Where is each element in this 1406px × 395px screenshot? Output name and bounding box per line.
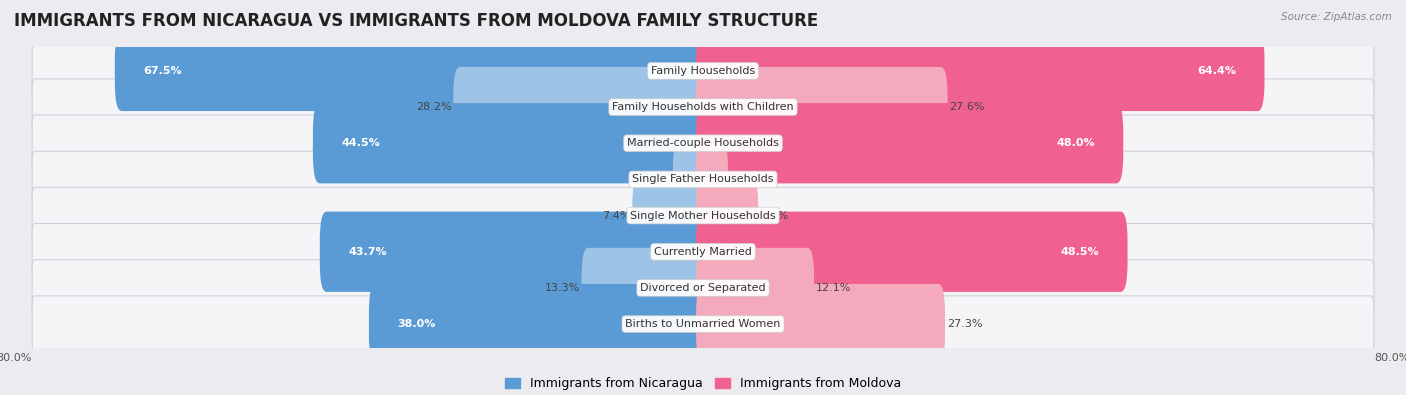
Legend: Immigrants from Nicaragua, Immigrants from Moldova: Immigrants from Nicaragua, Immigrants fr…: [499, 372, 907, 395]
FancyBboxPatch shape: [32, 115, 1374, 171]
Text: Single Father Households: Single Father Households: [633, 175, 773, 184]
Text: 48.5%: 48.5%: [1060, 247, 1099, 257]
FancyBboxPatch shape: [32, 296, 1374, 352]
FancyBboxPatch shape: [696, 139, 728, 220]
Text: Divorced or Separated: Divorced or Separated: [640, 283, 766, 293]
FancyBboxPatch shape: [32, 187, 1374, 244]
Text: Married-couple Households: Married-couple Households: [627, 138, 779, 148]
Text: 2.7%: 2.7%: [643, 175, 671, 184]
Text: 48.0%: 48.0%: [1056, 138, 1095, 148]
FancyBboxPatch shape: [32, 79, 1374, 135]
FancyBboxPatch shape: [696, 175, 758, 256]
Text: Currently Married: Currently Married: [654, 247, 752, 257]
FancyBboxPatch shape: [696, 67, 948, 147]
FancyBboxPatch shape: [32, 43, 1374, 99]
Text: 27.3%: 27.3%: [946, 319, 983, 329]
Text: 5.6%: 5.6%: [759, 211, 789, 220]
Text: 27.6%: 27.6%: [949, 102, 984, 112]
Text: Births to Unmarried Women: Births to Unmarried Women: [626, 319, 780, 329]
FancyBboxPatch shape: [696, 248, 814, 328]
FancyBboxPatch shape: [314, 103, 710, 183]
FancyBboxPatch shape: [633, 175, 710, 256]
Text: 12.1%: 12.1%: [815, 283, 851, 293]
FancyBboxPatch shape: [32, 224, 1374, 280]
Text: 44.5%: 44.5%: [342, 138, 380, 148]
Text: 43.7%: 43.7%: [349, 247, 387, 257]
Text: 64.4%: 64.4%: [1197, 66, 1236, 76]
Text: 38.0%: 38.0%: [398, 319, 436, 329]
FancyBboxPatch shape: [673, 139, 710, 220]
Text: 7.4%: 7.4%: [602, 211, 631, 220]
Text: Single Mother Households: Single Mother Households: [630, 211, 776, 220]
FancyBboxPatch shape: [115, 31, 710, 111]
Text: Family Households with Children: Family Households with Children: [612, 102, 794, 112]
FancyBboxPatch shape: [696, 212, 1128, 292]
Text: 2.1%: 2.1%: [730, 175, 758, 184]
FancyBboxPatch shape: [32, 260, 1374, 316]
FancyBboxPatch shape: [696, 103, 1123, 183]
FancyBboxPatch shape: [453, 67, 710, 147]
FancyBboxPatch shape: [696, 31, 1264, 111]
Text: 67.5%: 67.5%: [143, 66, 181, 76]
Text: IMMIGRANTS FROM NICARAGUA VS IMMIGRANTS FROM MOLDOVA FAMILY STRUCTURE: IMMIGRANTS FROM NICARAGUA VS IMMIGRANTS …: [14, 12, 818, 30]
Text: Family Households: Family Households: [651, 66, 755, 76]
FancyBboxPatch shape: [32, 151, 1374, 208]
FancyBboxPatch shape: [319, 212, 710, 292]
FancyBboxPatch shape: [696, 284, 945, 364]
FancyBboxPatch shape: [582, 248, 710, 328]
Text: Source: ZipAtlas.com: Source: ZipAtlas.com: [1281, 12, 1392, 22]
Text: 28.2%: 28.2%: [416, 102, 451, 112]
Text: 13.3%: 13.3%: [544, 283, 579, 293]
FancyBboxPatch shape: [368, 284, 710, 364]
